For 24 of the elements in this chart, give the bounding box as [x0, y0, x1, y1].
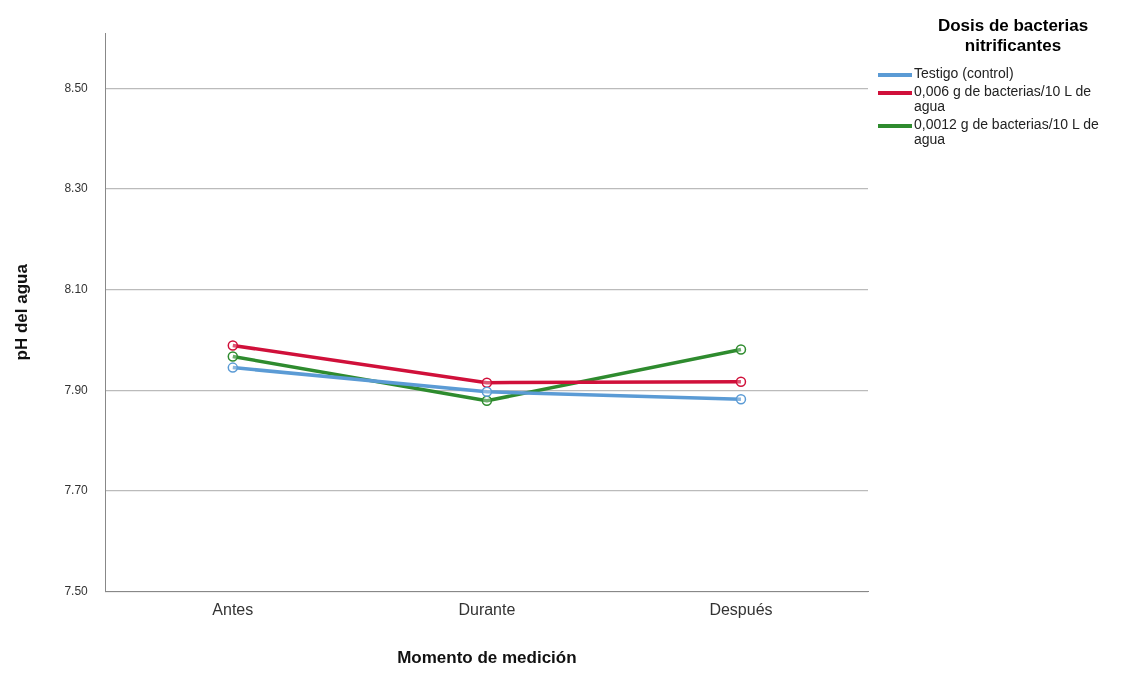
- point: [227, 340, 239, 351]
- point: [481, 386, 493, 398]
- point: [481, 395, 493, 407]
- point: [735, 394, 747, 405]
- point: [735, 376, 747, 387]
- y-tick-label: 8.50: [64, 80, 89, 95]
- y-tick-label: 8.30: [64, 181, 89, 196]
- legend-label: 0,006 g de bacterias/10 L de agua: [914, 83, 1092, 114]
- legend-label: Testigo (control): [914, 65, 1014, 81]
- y-tick-label: 8.10: [64, 281, 89, 296]
- y-tick-label: 7.90: [64, 382, 89, 397]
- point: [735, 344, 747, 355]
- y-tick-label: 7.70: [64, 483, 89, 498]
- x-tick-label: Durante: [458, 601, 516, 619]
- point: [227, 351, 239, 362]
- y-axis-title: pH del agua: [11, 263, 31, 361]
- point: [227, 362, 239, 373]
- x-tick-label: Antes: [212, 601, 254, 619]
- x-tick-label: Después: [709, 601, 773, 619]
- x-axis-title: Momento de medición: [397, 648, 577, 668]
- point: [481, 377, 493, 388]
- legend-title: Dosis de bacterias nitrificantes: [936, 16, 1090, 56]
- y-tick-label: 7.50: [64, 583, 89, 598]
- legend-label: 0,0012 g de bacterias/10 L de agua: [914, 116, 1100, 147]
